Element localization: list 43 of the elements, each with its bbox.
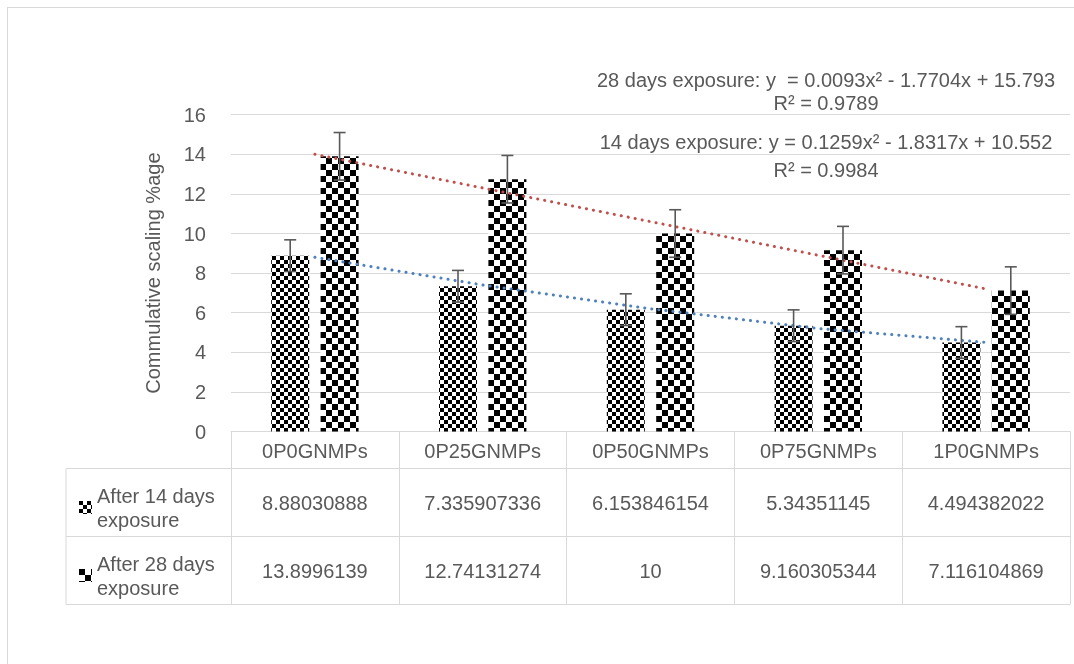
line-series [313, 255, 988, 344]
y-tick-label: 10 [183, 222, 206, 245]
bar [488, 179, 527, 432]
x-tick-label: 0P75GNMPs [759, 439, 877, 462]
data-label: 8.88030888 [262, 491, 368, 514]
y-tick-label: 4 [194, 341, 206, 364]
bar [439, 286, 477, 432]
y-tick-label: 14 [183, 143, 206, 166]
x-tick-label: 0P0GNMPs [262, 439, 368, 462]
data-label: 9.160305344 [759, 559, 877, 582]
bar [656, 233, 695, 432]
legend-label: After 28 days exposure [97, 552, 221, 599]
line-series [313, 152, 988, 291]
data-label: 5.34351145 [766, 491, 871, 514]
data-label: 6.153846154 [592, 491, 709, 514]
y-tick-label: 0 [194, 420, 206, 443]
x-tick-label: 1P0GNMPs [933, 439, 1039, 462]
bar [942, 342, 981, 432]
text: 28 days exposure: y = 0.0093x² - 1.7704x + 15.793 [596, 69, 1056, 91]
legend-label: After 14 days exposure [97, 484, 221, 531]
x-tick-label: 0P50GNMPs [592, 439, 709, 462]
data-label: 4.494382022 [927, 491, 1045, 514]
y-axis-title: Commulative scaling %age [142, 152, 164, 394]
data-label: 10 [639, 559, 662, 582]
data-label: 13.8996139 [262, 559, 368, 582]
bar [271, 255, 310, 432]
bar [991, 290, 1030, 432]
annotation: 14 days exposure: y = 0.1259x² - 1.8317x + 10.552 [599, 131, 1053, 153]
y-tick-label: 12 [183, 182, 206, 205]
y-tick-label: 6 [194, 301, 206, 324]
data-label: 12.74131274 [424, 559, 542, 582]
y-tick-label: 8 [194, 262, 206, 285]
bar [774, 325, 813, 432]
text: R² = 0.9789 [773, 92, 879, 114]
data-label: 7.116104869 [928, 559, 1044, 582]
data-label: 7.335907336 [424, 491, 542, 514]
y-tick-label: 16 [183, 103, 206, 126]
annotation: R² = 0.9984 [773, 159, 879, 181]
x-tick-label: 0P25GNMPs [424, 439, 542, 462]
bar [824, 250, 862, 432]
bar [606, 309, 645, 432]
y-tick-label: 2 [194, 380, 206, 403]
bar [320, 156, 359, 432]
